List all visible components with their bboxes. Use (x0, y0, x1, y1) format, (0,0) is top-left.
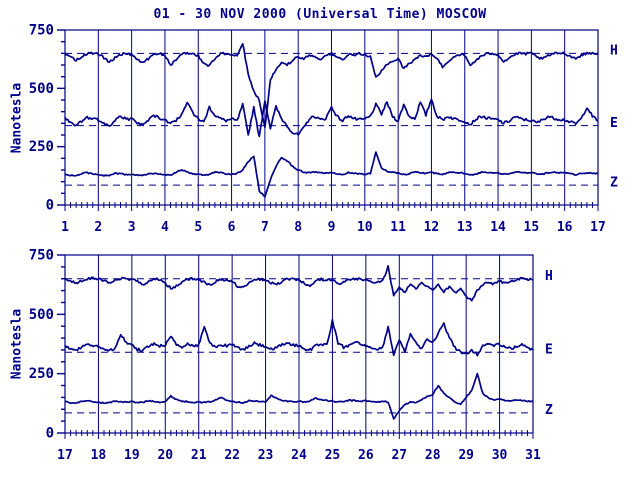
x-tick-label-top-panel: 11 (390, 220, 406, 235)
x-tick-label-top-panel: 5 (194, 220, 202, 235)
x-tick-label-top-panel: 13 (457, 220, 473, 235)
x-tick-label-bottom-panel: 27 (391, 448, 407, 463)
x-tick-label-top-panel: 8 (294, 220, 302, 235)
trace-H-bottom-panel (64, 264, 534, 302)
x-tick-label-top-panel: 7 (261, 220, 269, 235)
y-tick-label-bottom-panel: 500 (29, 307, 54, 323)
x-tick-label-top-panel: 9 (328, 220, 336, 235)
x-tick-label-top-panel: 1 (61, 220, 69, 235)
x-tick-label-top-panel: 3 (128, 220, 136, 235)
x-tick-label-bottom-panel: 30 (492, 448, 508, 463)
x-tick-label-bottom-panel: 29 (458, 448, 474, 463)
x-tick-label-top-panel: 15 (524, 220, 540, 235)
x-tick-label-top-panel: 2 (94, 220, 102, 235)
x-tick-label-bottom-panel: 22 (224, 448, 240, 463)
x-tick-label-bottom-panel: 25 (325, 448, 341, 463)
y-tick-label-top-panel: 0 (46, 198, 54, 214)
component-label-H-bottom-panel: H (545, 269, 553, 284)
x-tick-label-bottom-panel: 19 (124, 448, 140, 463)
chart-title: 01 - 30 NOV 2000 (Universal Time) MOSCOW (153, 7, 487, 22)
x-tick-label-bottom-panel: 18 (91, 448, 107, 463)
y-tick-label-top-panel: 500 (29, 81, 54, 97)
x-tick-label-bottom-panel: 24 (291, 448, 307, 463)
trace-Z-bottom-panel (64, 372, 534, 420)
x-tick-label-bottom-panel: 23 (258, 448, 274, 463)
trace-E-bottom-panel (64, 318, 534, 357)
trace-E-top-panel (64, 98, 599, 138)
x-tick-label-bottom-panel: 28 (425, 448, 441, 463)
component-label-E-top-panel: E (610, 116, 618, 131)
trace-Z-top-panel (64, 151, 599, 198)
x-tick-label-bottom-panel: 21 (191, 448, 207, 463)
x-tick-label-bottom-panel: 17 (57, 448, 73, 463)
x-tick-label-bottom-panel: 26 (358, 448, 374, 463)
x-tick-label-top-panel: 14 (490, 220, 506, 235)
x-tick-label-top-panel: 6 (228, 220, 236, 235)
y-tick-label-bottom-panel: 750 (29, 248, 54, 264)
component-label-Z-bottom-panel: Z (545, 403, 553, 418)
y-tick-label-bottom-panel: 0 (46, 426, 54, 442)
x-tick-label-top-panel: 16 (557, 220, 573, 235)
y-tick-label-top-panel: 750 (29, 23, 54, 39)
x-tick-label-top-panel: 17 (590, 220, 606, 235)
component-label-H-top-panel: H (610, 44, 618, 59)
x-tick-label-bottom-panel: 20 (157, 448, 173, 463)
x-tick-label-top-panel: 12 (424, 220, 440, 235)
y-tick-label-bottom-panel: 250 (29, 366, 54, 382)
x-tick-label-top-panel: 10 (357, 220, 373, 235)
x-tick-label-top-panel: 4 (161, 220, 169, 235)
x-tick-label-bottom-panel: 31 (525, 448, 541, 463)
component-label-Z-top-panel: Z (610, 175, 618, 190)
plot-frame-bottom-panel (64, 254, 534, 434)
component-label-E-bottom-panel: E (545, 342, 553, 357)
trace-H-top-panel (64, 42, 599, 129)
y-tick-label-top-panel: 250 (29, 139, 54, 155)
